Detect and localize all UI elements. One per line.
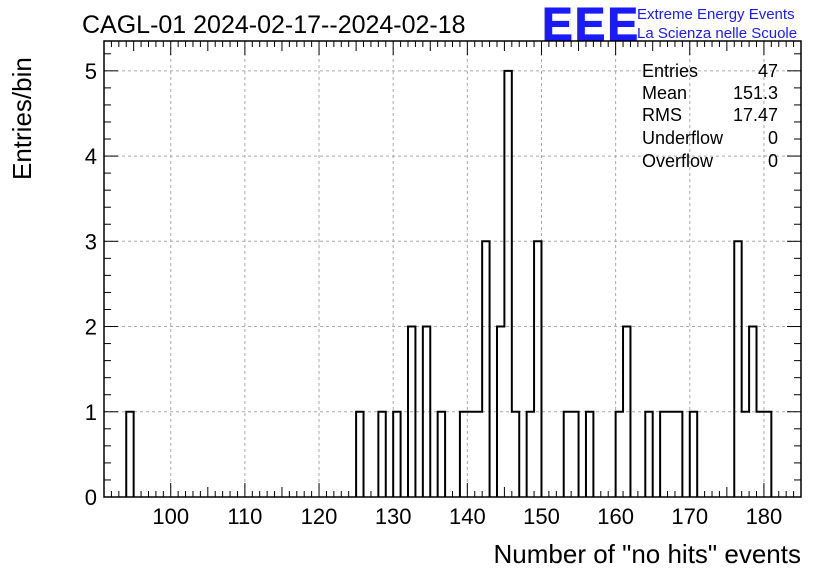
histogram-bin-179 <box>757 412 764 497</box>
x-axis-label: Number of "no hits" events <box>494 539 802 569</box>
y-tick-label-2: 2 <box>85 315 97 340</box>
x-tick-label-160: 160 <box>597 504 634 529</box>
stats-label-overflow: Overflow <box>642 151 714 171</box>
stats-value-entries: 47 <box>758 61 778 81</box>
histogram-bin-153 <box>564 412 571 497</box>
y-tick-label-3: 3 <box>85 229 97 254</box>
histogram-bin-154 <box>571 412 578 497</box>
histogram-bin-94 <box>126 412 133 497</box>
chart-title: CAGL-01 2024-02-17--2024-02-18 <box>82 11 466 39</box>
histogram-bin-149 <box>534 241 541 497</box>
histogram-bin-166 <box>660 412 667 497</box>
x-tick-label-110: 110 <box>227 504 262 529</box>
histogram-bin-128 <box>378 412 385 497</box>
x-tick-label-140: 140 <box>449 504 486 529</box>
y-tick-label-1: 1 <box>85 400 97 425</box>
histogram-bin-125 <box>356 412 363 497</box>
histogram-bin-146 <box>512 412 519 497</box>
histogram-bin-142 <box>482 241 489 497</box>
histogram-bin-180 <box>764 412 771 497</box>
histogram-bin-136 <box>438 412 445 497</box>
axes: 100 110 120 130 140 150 160 170 180 0 1 2 3 4 5 <box>85 40 802 529</box>
stats-value-mean: 151.3 <box>733 83 778 103</box>
histogram-bin-170 <box>690 412 697 497</box>
x-tick-label-170: 170 <box>671 504 708 529</box>
stats-value-rms: 17.47 <box>733 105 778 125</box>
stats-label-rms: RMS <box>642 105 682 125</box>
stats-value-underflow: 0 <box>768 128 778 148</box>
y-tick-label-4: 4 <box>85 144 97 169</box>
x-tick-label-120: 120 <box>301 504 338 529</box>
eee-logo: EEE Extreme Energy Events La Scienza nel… <box>542 0 798 51</box>
eee-logo-line2: La Scienza nelle Scuole <box>637 25 797 42</box>
stats-label-underflow: Underflow <box>642 128 724 148</box>
x-tick-label-180: 180 <box>746 504 783 529</box>
stats-value-overflow: 0 <box>768 151 778 171</box>
histogram-bin-141 <box>475 412 482 497</box>
histogram-bin-140 <box>467 412 474 497</box>
y-axis-label: Entries/bin <box>7 57 37 180</box>
eee-logo-line1: Extreme Energy Events <box>637 6 795 23</box>
y-tick-label-0: 0 <box>85 485 97 510</box>
histogram-bin-160 <box>616 412 623 497</box>
histogram-bin-176 <box>734 241 741 497</box>
x-tick-label-130: 130 <box>375 504 412 529</box>
histogram-bin-145 <box>504 71 511 497</box>
stats-label-entries: Entries <box>642 61 698 81</box>
y-tick-label-5: 5 <box>85 59 97 84</box>
histogram-bin-168 <box>675 412 682 497</box>
histogram-bin-156 <box>586 412 593 497</box>
stats-label-mean: Mean <box>642 83 687 103</box>
histogram-bin-148 <box>527 412 534 497</box>
histogram-bin-177 <box>742 412 749 497</box>
x-tick-label-150: 150 <box>523 504 560 529</box>
x-tick-label-100: 100 <box>152 504 189 529</box>
histogram-bin-139 <box>460 412 467 497</box>
histogram-bin-164 <box>645 412 652 497</box>
stats-box: Entries 47 Mean 151.3 RMS 17.47 Underflo… <box>642 61 778 171</box>
histogram-bars <box>125 69 773 497</box>
histogram-outline <box>125 69 773 497</box>
histogram-bin-167 <box>668 412 675 497</box>
histogram-bin-130 <box>393 412 400 497</box>
